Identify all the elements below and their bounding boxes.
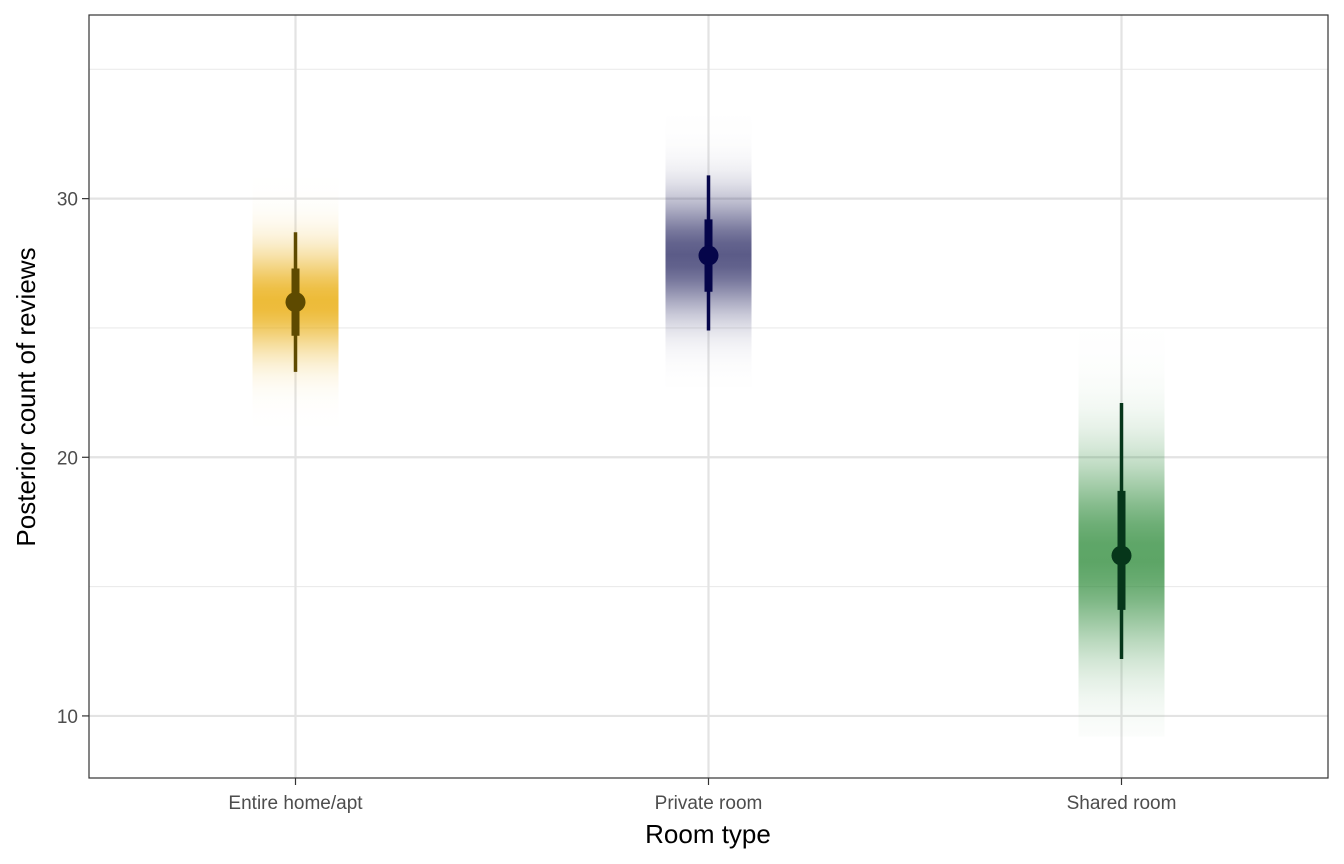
x-axis-title: Room type <box>645 819 771 849</box>
intervals <box>285 175 1132 660</box>
x-tick-label: Entire home/apt <box>228 793 363 814</box>
point-estimate <box>1111 545 1132 566</box>
x-tick-label: Private room <box>655 793 763 814</box>
y-axis-title: Posterior count of reviews <box>11 247 41 546</box>
point-estimate <box>285 292 306 313</box>
y-tick-label: 10 <box>57 707 78 728</box>
x-tick-label: Shared room <box>1067 793 1177 814</box>
axes: 10 20 30 Entire home/apt Private room Shared … <box>57 190 1177 814</box>
point-estimate <box>698 245 719 266</box>
y-tick-label: 30 <box>57 190 78 211</box>
y-tick-label: 20 <box>57 448 78 469</box>
